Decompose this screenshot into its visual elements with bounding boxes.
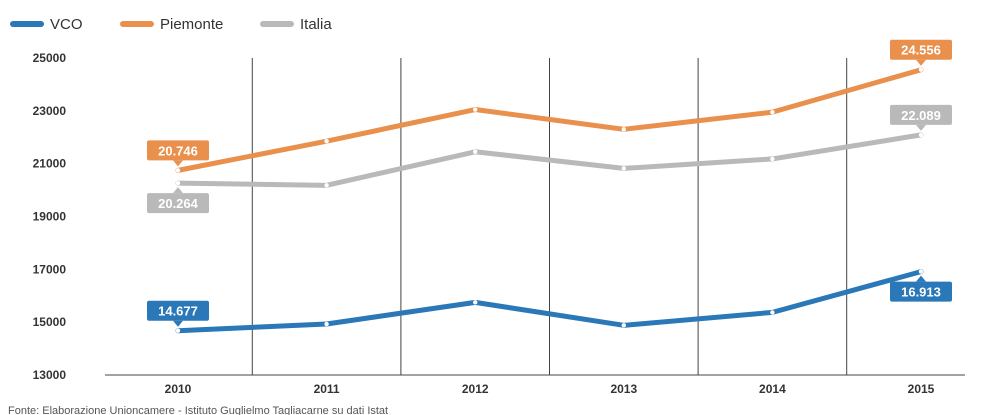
data-point xyxy=(621,127,626,132)
y-tick-label: 23000 xyxy=(33,104,67,118)
data-point xyxy=(473,149,478,154)
y-tick-label: 15000 xyxy=(33,315,67,329)
y-tick-label: 17000 xyxy=(33,262,67,276)
data-point xyxy=(918,269,924,274)
data-point xyxy=(324,139,329,144)
data-point xyxy=(621,166,626,171)
value-callout-label: 16.913 xyxy=(901,285,941,300)
source-note: Fonte: Elaborazione Unioncamere - Istitu… xyxy=(8,405,388,415)
series-layer xyxy=(175,67,924,334)
value-callout-4: 22.089 xyxy=(890,104,952,131)
data-point xyxy=(918,67,924,72)
data-point xyxy=(324,321,329,327)
data-point xyxy=(770,109,775,115)
value-callout-label: 24.556 xyxy=(901,43,941,58)
series-line-2 xyxy=(175,67,924,173)
data-point xyxy=(175,328,181,333)
value-callout-label: 20.746 xyxy=(158,143,198,158)
callouts: 20.746 24.556 20.264 22.089 14.677 16.913 xyxy=(147,39,952,327)
series-line-3 xyxy=(175,132,924,188)
legend-label-3: Italia xyxy=(300,16,332,33)
data-point xyxy=(473,107,478,112)
data-point xyxy=(770,156,775,162)
legend-swatch-3 xyxy=(260,21,294,27)
legend-swatch-2 xyxy=(120,21,154,27)
value-callout-label: 22.089 xyxy=(901,108,941,123)
x-tick-label: 2012 xyxy=(462,382,489,396)
x-axis: 2010 2011 2012 2013 2014 2015 xyxy=(165,382,935,396)
y-tick-label: 19000 xyxy=(33,210,67,224)
legend-label-2: Piemonte xyxy=(160,16,223,33)
x-tick-label: 2015 xyxy=(908,382,935,396)
value-callout-3: 20.264 xyxy=(147,187,209,214)
data-point xyxy=(175,168,181,173)
value-callout-5: 14.677 xyxy=(147,300,209,327)
series-line-1 xyxy=(175,269,924,334)
x-tick-label: 2011 xyxy=(314,382,340,396)
data-point xyxy=(770,310,775,315)
value-callout-1: 20.746 xyxy=(147,140,209,167)
y-tick-label: 13000 xyxy=(33,368,67,382)
x-tick-label: 2010 xyxy=(165,382,192,396)
legend: VCO Piemonte Italia xyxy=(10,16,332,33)
data-point xyxy=(473,300,478,305)
value-callout-label: 14.677 xyxy=(158,304,198,319)
data-point xyxy=(918,132,924,138)
data-point xyxy=(621,323,626,328)
value-callout-label: 20.264 xyxy=(158,196,199,211)
legend-swatch-1 xyxy=(10,21,44,27)
value-callout-6: 16.913 xyxy=(890,275,952,302)
data-point xyxy=(175,180,181,186)
x-tick-label: 2013 xyxy=(610,382,637,396)
grid xyxy=(105,58,965,376)
y-axis: 13000 15000 17000 19000 21000 23000 25000 xyxy=(33,51,67,382)
y-tick-label: 25000 xyxy=(33,51,67,65)
x-tick-label: 2014 xyxy=(759,382,786,396)
y-tick-label: 21000 xyxy=(33,157,67,171)
legend-label-1: VCO xyxy=(50,16,83,33)
value-callout-2: 24.556 xyxy=(890,39,952,66)
data-point xyxy=(324,183,329,188)
